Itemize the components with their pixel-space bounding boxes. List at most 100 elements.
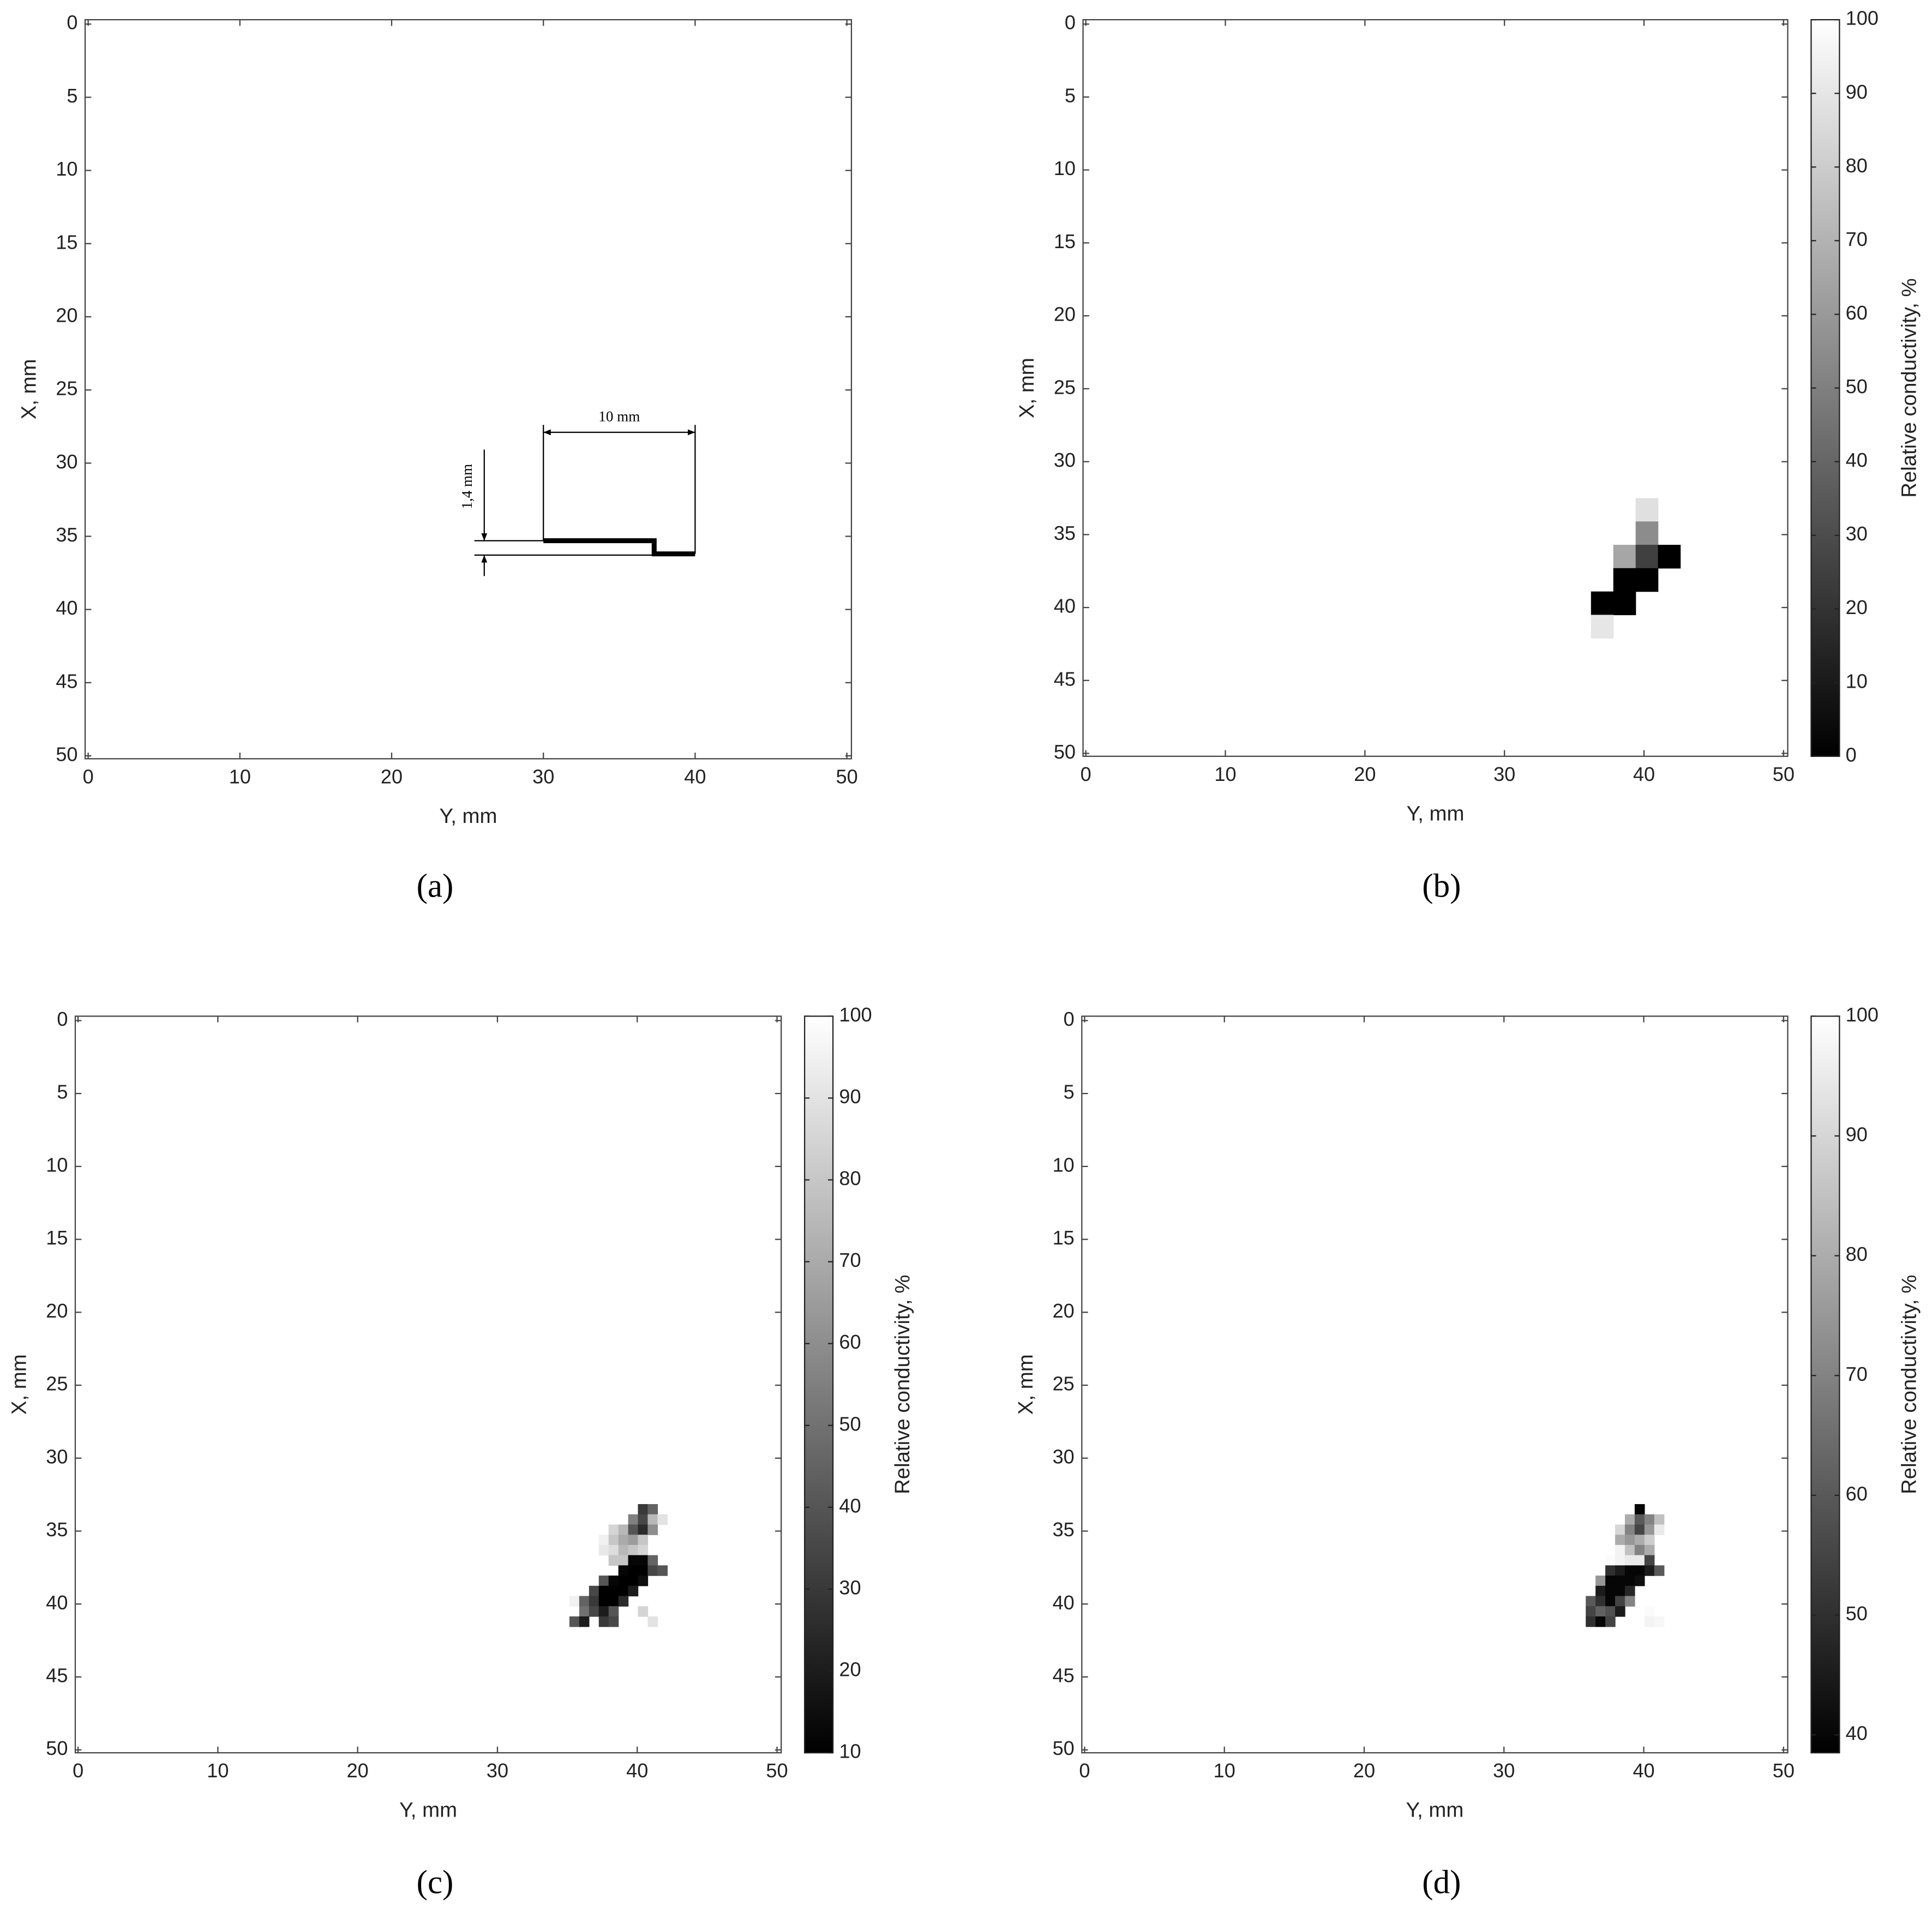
heat-cell: [628, 1535, 639, 1546]
y-axis-label: X, mm: [17, 359, 41, 419]
heat-cell: [1644, 1535, 1655, 1546]
heat-cell: [1634, 1524, 1645, 1535]
y-tick-label: 0: [57, 1008, 68, 1030]
heat-cell: [608, 1606, 619, 1617]
x-tick-label: 40: [684, 765, 706, 787]
colorbar-tick-label: 90: [1846, 81, 1868, 103]
heat-cell: [638, 1514, 649, 1525]
colorbar-tick-label: 40: [1846, 1722, 1868, 1745]
y-tick-label: 45: [1054, 668, 1076, 690]
heat-cell: [608, 1524, 619, 1535]
heat-cell: [638, 1576, 649, 1586]
heat-cell: [628, 1565, 639, 1576]
heat-cell: [1591, 591, 1614, 616]
colorbar-tick-label: 0: [1846, 743, 1857, 766]
colorbar-tick-label: 50: [1846, 1602, 1868, 1625]
heat-cell: [1591, 615, 1614, 639]
y-tick-label: 15: [1054, 230, 1076, 252]
heat-cell: [608, 1616, 619, 1627]
heat-cell: [638, 1565, 649, 1576]
colorbar-tick-label: 10: [1846, 670, 1868, 692]
y-tick-label: 5: [67, 85, 77, 107]
crack: [543, 538, 695, 557]
y-tick-label: 35: [1054, 522, 1076, 544]
x-tick-label: 0: [83, 765, 94, 787]
y-tick-label: 30: [1054, 449, 1076, 471]
x-tick-label: 20: [1353, 1759, 1375, 1782]
heat-cell: [1634, 1576, 1645, 1586]
heat-cell: [1624, 1535, 1635, 1546]
heat-cell: [1624, 1576, 1635, 1586]
heat-cell: [579, 1606, 590, 1617]
colorbar: [1810, 1015, 1840, 1754]
heat-cell: [1605, 1606, 1616, 1617]
colorbar-tick-label: 100: [1846, 1003, 1879, 1026]
heat-cell: [647, 1524, 658, 1535]
heat-cell: [1654, 1616, 1665, 1627]
heat-cell: [589, 1606, 599, 1617]
y-tick-label: 30: [1053, 1445, 1075, 1468]
heat-cell: [1635, 498, 1659, 522]
y-tick-label: 25: [56, 377, 77, 400]
heat-cell: [1644, 1544, 1655, 1556]
y-tick-label: 10: [1053, 1153, 1075, 1176]
heat-cell: [647, 1504, 658, 1515]
heat-cell: [1605, 1596, 1616, 1607]
heat-cell: [598, 1606, 609, 1617]
heat-cell: [569, 1596, 580, 1607]
heat-cell: [1654, 1565, 1665, 1576]
heat-cell: [608, 1544, 619, 1556]
colorbar-tick-label: 50: [839, 1412, 861, 1435]
y-tick-label: 45: [46, 1664, 68, 1687]
y-tick-label: 40: [56, 597, 77, 619]
heat-cell: [1634, 1535, 1645, 1546]
heat-cell: [657, 1514, 668, 1525]
y-tick-label: 40: [1054, 595, 1076, 617]
heat-cell: [1615, 1596, 1625, 1607]
colorbar-tick-label: 40: [839, 1494, 861, 1517]
heat-cell: [1635, 544, 1659, 569]
heat-cell: [1644, 1555, 1655, 1566]
colorbar-label: Relative conductivity, %: [891, 1275, 914, 1494]
heat-cell: [1613, 544, 1636, 569]
colorbar-tick-label: 60: [839, 1331, 861, 1353]
colorbar-tick-label: 60: [1846, 302, 1868, 324]
heat-cell: [1595, 1576, 1606, 1586]
heat-cell: [608, 1555, 619, 1566]
x-tick-label: 30: [1493, 1759, 1515, 1782]
y-tick-label: 20: [1053, 1300, 1075, 1322]
y-axis-label: X, mm: [1014, 1354, 1037, 1415]
heat-cell: [1644, 1565, 1655, 1576]
x-tick-label: 20: [1354, 763, 1376, 785]
x-axis-label: Y, mm: [399, 1798, 457, 1821]
panel-label: (a): [417, 868, 454, 904]
heat-cell: [618, 1544, 629, 1556]
y-tick-label: 30: [56, 450, 77, 473]
colorbar-tick-label: 70: [1846, 228, 1868, 250]
y-axis-label: X, mm: [1015, 358, 1039, 418]
heat-cell: [608, 1535, 619, 1546]
x-tick-label: 0: [1081, 763, 1091, 785]
x-tick-label: 30: [532, 765, 554, 787]
colorbar-tick-label: 10: [839, 1740, 861, 1763]
heat-cell: [1624, 1514, 1635, 1525]
heat-cell: [638, 1544, 649, 1556]
heat-cell: [1586, 1606, 1596, 1617]
y-axis-label: X, mm: [8, 1354, 31, 1415]
heat-cell: [598, 1535, 609, 1546]
y-tick-label: 20: [56, 304, 77, 326]
heat-cell: [1624, 1596, 1635, 1607]
y-tick-label: 25: [1054, 376, 1076, 398]
heat-cell: [1654, 1514, 1665, 1525]
panel-label: (d): [1422, 1865, 1461, 1901]
heat-cell: [598, 1576, 609, 1586]
heat-cell: [1644, 1606, 1655, 1617]
heat-cell: [618, 1565, 629, 1576]
heat-cell: [1624, 1555, 1635, 1566]
colorbar-tick-label: 100: [839, 1003, 872, 1026]
y-tick-label: 0: [1065, 11, 1076, 34]
x-tick-label: 20: [347, 1759, 369, 1782]
heat-cell: [598, 1596, 609, 1607]
heat-cell: [618, 1524, 629, 1535]
